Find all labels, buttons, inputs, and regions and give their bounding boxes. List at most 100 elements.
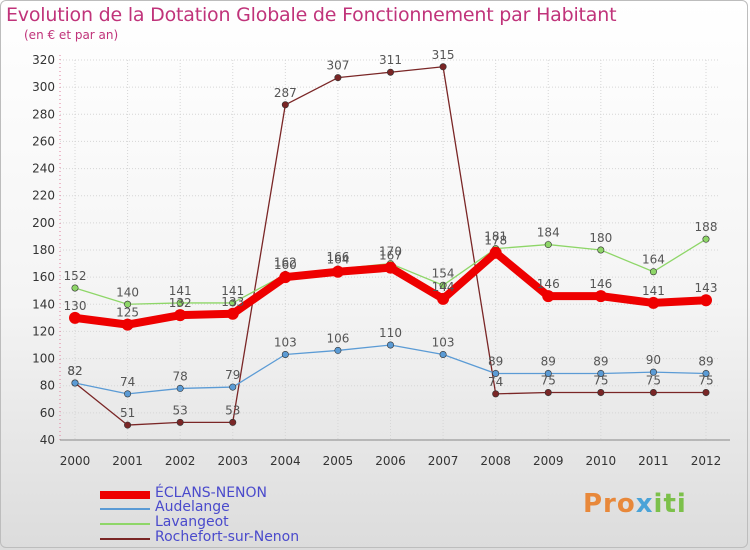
point-rochefort-sur-nenon-2006 xyxy=(386,68,394,76)
x-tick-label-2011: 2011 xyxy=(638,454,669,468)
point-lavangeot-2001 xyxy=(124,300,132,308)
point-lavangeot-2009 xyxy=(544,241,552,249)
point-eclans-nenon-2002 xyxy=(174,309,187,322)
data-label-eclans-nenon-2004: 160 xyxy=(274,258,297,272)
data-label-lavangeot-2011: 164 xyxy=(642,253,665,267)
point-audelange-2003 xyxy=(229,383,237,391)
y-tick-label-300: 300 xyxy=(32,80,55,94)
point-audelange-2009 xyxy=(544,369,552,377)
y-tick-label-120: 120 xyxy=(32,324,55,338)
point-lavangeot-2000 xyxy=(71,284,79,292)
data-label-rochefort-sur-nenon-2002: 53 xyxy=(173,403,188,417)
data-label-eclans-nenon-2006: 167 xyxy=(379,249,402,263)
data-label-lavangeot-2010: 180 xyxy=(589,231,612,245)
point-lavangeot-2002 xyxy=(176,299,184,307)
data-label-audelange-2000: 82 xyxy=(67,364,82,378)
point-audelange-2012 xyxy=(702,369,710,377)
point-audelange-2008 xyxy=(492,369,500,377)
data-label-eclans-nenon-2007: 144 xyxy=(432,280,455,294)
data-label-eclans-nenon-2010: 146 xyxy=(589,277,612,291)
data-label-audelange-2007: 103 xyxy=(432,336,455,350)
point-eclans-nenon-2011 xyxy=(647,296,660,309)
x-tick-label-2007: 2007 xyxy=(428,454,459,468)
legend-label-audelange: Audelange xyxy=(155,499,230,515)
data-label-audelange-2003: 79 xyxy=(225,368,240,382)
data-label-rochefort-sur-nenon-2006: 311 xyxy=(379,53,402,67)
data-label-lavangeot-2007: 154 xyxy=(432,266,455,280)
point-rochefort-sur-nenon-2002 xyxy=(176,418,184,426)
point-eclans-nenon-2005 xyxy=(331,265,344,278)
data-label-lavangeot-2004: 162 xyxy=(274,255,297,269)
logo-part-1: Pro xyxy=(583,489,636,519)
data-label-audelange-2006: 110 xyxy=(379,326,402,340)
point-audelange-2004 xyxy=(281,350,289,358)
legend-label-eclans-nenon: ÉCLANS-NENON xyxy=(155,485,268,501)
data-label-eclans-nenon-2003: 133 xyxy=(221,295,244,309)
y-tick-label-260: 260 xyxy=(32,134,55,148)
data-label-audelange-2005: 106 xyxy=(326,331,349,345)
point-rochefort-sur-nenon-2008 xyxy=(492,390,500,398)
data-label-audelange-2001: 74 xyxy=(120,375,135,389)
data-label-eclans-nenon-2008: 178 xyxy=(484,234,507,248)
data-label-audelange-2002: 78 xyxy=(173,369,188,383)
point-eclans-nenon-2006 xyxy=(384,261,397,274)
data-label-eclans-nenon-2009: 146 xyxy=(537,277,560,291)
y-tick-label-180: 180 xyxy=(32,243,55,257)
y-tick-label-100: 100 xyxy=(32,352,55,366)
point-rochefort-sur-nenon-2003 xyxy=(229,418,237,426)
data-label-lavangeot-2012: 188 xyxy=(695,220,718,234)
data-label-audelange-2012: 89 xyxy=(698,355,713,369)
point-eclans-nenon-2010 xyxy=(594,290,607,303)
point-rochefort-sur-nenon-2001 xyxy=(124,421,132,429)
data-label-rochefort-sur-nenon-2004: 287 xyxy=(274,86,297,100)
x-tick-label-2008: 2008 xyxy=(480,454,511,468)
point-audelange-2007 xyxy=(439,350,447,358)
point-eclans-nenon-2008 xyxy=(489,246,502,259)
x-tick-label-2010: 2010 xyxy=(586,454,617,468)
point-rochefort-sur-nenon-2004 xyxy=(281,101,289,109)
legend-swatch-rochefort-sur-nenon xyxy=(100,538,150,540)
chart-subtitle: (en € et par an) xyxy=(24,28,119,42)
legend-swatch-lavangeot xyxy=(100,523,150,525)
point-eclans-nenon-2012 xyxy=(700,294,712,307)
data-label-eclans-nenon-2012: 143 xyxy=(695,281,718,295)
data-label-lavangeot-2001: 140 xyxy=(116,285,139,299)
legend-swatch-audelange xyxy=(100,508,150,510)
data-label-rochefort-sur-nenon-2010: 75 xyxy=(593,374,608,388)
chart-title: Evolution de la Dotation Globale de Fonc… xyxy=(6,4,617,26)
point-eclans-nenon-2003 xyxy=(226,307,239,320)
legend-label-lavangeot: Lavangeot xyxy=(155,514,229,530)
proxiti-logo: Proxiti xyxy=(583,489,687,519)
data-label-rochefort-sur-nenon-2001: 51 xyxy=(120,406,135,420)
logo-part-3: iti xyxy=(653,489,687,519)
data-label-eclans-nenon-2011: 141 xyxy=(642,284,665,298)
point-rochefort-sur-nenon-2010 xyxy=(597,388,605,396)
x-tick-label-2002: 2002 xyxy=(165,454,196,468)
point-lavangeot-2010 xyxy=(597,246,605,254)
y-tick-label-280: 280 xyxy=(32,107,55,121)
y-tick-label-60: 60 xyxy=(40,406,55,420)
point-lavangeot-2012 xyxy=(702,235,710,243)
y-tick-label-200: 200 xyxy=(32,216,55,230)
point-audelange-2000 xyxy=(71,379,79,387)
data-label-eclans-nenon-2000: 130 xyxy=(64,299,87,313)
data-label-rochefort-sur-nenon-2012: 75 xyxy=(698,374,713,388)
data-label-rochefort-sur-nenon-2003: 53 xyxy=(225,403,240,417)
data-label-lavangeot-2002: 141 xyxy=(169,284,192,298)
y-tick-label-240: 240 xyxy=(32,162,55,176)
x-tick-label-2004: 2004 xyxy=(270,454,301,468)
point-lavangeot-2011 xyxy=(649,268,657,276)
point-rochefort-sur-nenon-2007 xyxy=(439,63,447,71)
legend-label-rochefort-sur-nenon: Rochefort-sur-Nenon xyxy=(155,529,300,545)
data-label-lavangeot-2006: 170 xyxy=(379,245,402,259)
point-eclans-nenon-2004 xyxy=(279,271,292,284)
point-rochefort-sur-nenon-2005 xyxy=(334,74,342,82)
point-eclans-nenon-2007 xyxy=(437,292,450,305)
y-tick-label-40: 40 xyxy=(40,433,55,447)
data-label-rochefort-sur-nenon-2008: 74 xyxy=(488,375,503,389)
point-audelange-2001 xyxy=(124,390,132,398)
data-label-audelange-2009: 89 xyxy=(541,355,556,369)
point-eclans-nenon-2009 xyxy=(542,290,555,303)
